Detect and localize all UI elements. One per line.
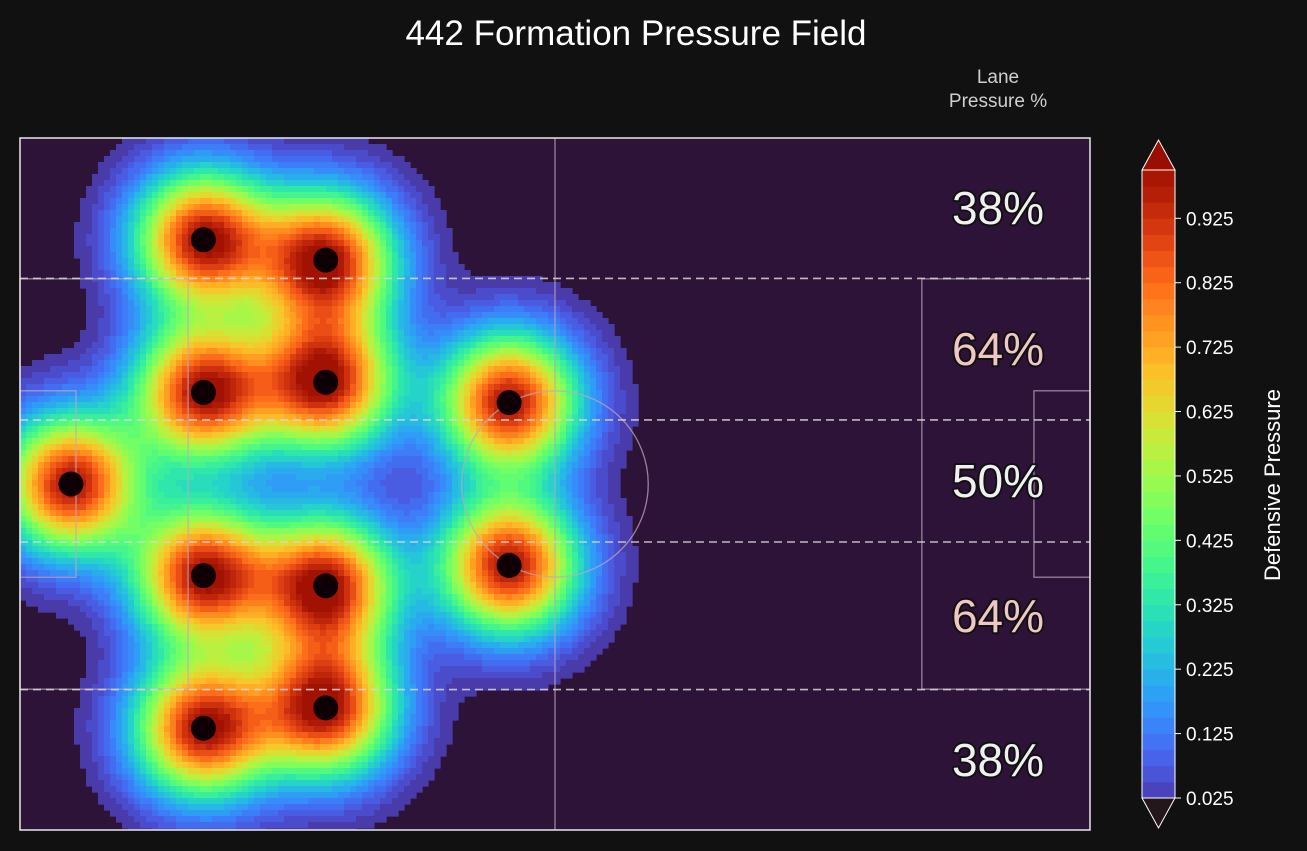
lane-percent-label: 38% [952, 182, 1044, 234]
center-circle [461, 390, 649, 578]
colorbar: 0.025 0.125 0.225 0.325 0.425 0.525 0.625 0.725… [1141, 138, 1234, 830]
colorbar-tick-label: 0.425 [1186, 531, 1234, 552]
colorbar-max-arrow [1141, 138, 1176, 171]
player-marker [190, 563, 216, 589]
colorbar-min-arrow [1141, 797, 1176, 830]
player-marker [496, 552, 522, 578]
player-marker [58, 471, 84, 497]
lane-percent-label: 64% [952, 323, 1044, 375]
colorbar-tick-label: 0.025 [1186, 789, 1234, 810]
lane-percent-label: 38% [952, 734, 1044, 786]
player-marker [313, 573, 339, 599]
player-marker [313, 369, 339, 395]
lane-dividers [20, 277, 1090, 691]
lane-header-line-1: Lane [976, 67, 1020, 88]
player-marker [190, 715, 216, 741]
lane-header-line-2: Pressure % [948, 91, 1048, 112]
player-markers [58, 227, 522, 741]
player-marker [190, 379, 216, 405]
lane-pressure-header: Lane Pressure % [928, 66, 1068, 114]
colorbar-tick-label: 0.925 [1186, 209, 1234, 230]
player-marker [313, 695, 339, 721]
colorbar-tick-label: 0.725 [1186, 338, 1234, 359]
colorbar-tick-label: 0.625 [1186, 403, 1234, 424]
lane-percent-labels: 38% 64% 50% 64% 38% [950, 180, 1046, 788]
chart-title: 442 Formation Pressure Field [405, 14, 867, 53]
player-marker [313, 247, 339, 273]
lane-percent-label: 50% [952, 455, 1044, 507]
player-marker [190, 227, 216, 253]
colorbar-tick-label: 0.125 [1186, 725, 1234, 746]
colorbar-tick-label: 0.325 [1186, 596, 1234, 617]
colorbar-tick-label: 0.225 [1186, 660, 1234, 681]
colorbar-tick-label: 0.825 [1186, 274, 1234, 295]
lane-percent-label: 64% [952, 590, 1044, 642]
colorbar-tick-label: 0.525 [1186, 467, 1234, 488]
pitch-border [19, 137, 1091, 831]
player-marker [496, 390, 522, 416]
